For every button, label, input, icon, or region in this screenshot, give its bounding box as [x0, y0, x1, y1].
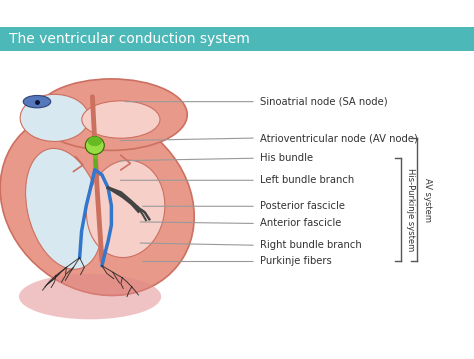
- Text: His-Purkinje system: His-Purkinje system: [406, 168, 415, 251]
- Text: Sinoatrial node (SA node): Sinoatrial node (SA node): [260, 97, 387, 107]
- Text: Purkinje fibers: Purkinje fibers: [260, 256, 331, 266]
- Text: Posterior fascicle: Posterior fascicle: [260, 201, 345, 211]
- Text: Right bundle branch: Right bundle branch: [260, 240, 362, 250]
- Text: AV system: AV system: [423, 178, 432, 222]
- Ellipse shape: [20, 94, 89, 141]
- Text: Atrioventricular node (AV node): Atrioventricular node (AV node): [260, 133, 418, 143]
- Ellipse shape: [23, 95, 51, 108]
- Text: Anterior fascicle: Anterior fascicle: [260, 219, 341, 228]
- Ellipse shape: [36, 79, 187, 150]
- Ellipse shape: [85, 136, 104, 154]
- Ellipse shape: [82, 101, 160, 138]
- Ellipse shape: [88, 136, 102, 146]
- Text: His bundle: His bundle: [260, 153, 313, 163]
- Ellipse shape: [86, 160, 165, 257]
- Ellipse shape: [0, 109, 194, 295]
- Ellipse shape: [26, 148, 102, 269]
- Text: The ventricular conduction system: The ventricular conduction system: [9, 32, 249, 46]
- FancyBboxPatch shape: [0, 27, 474, 51]
- Ellipse shape: [19, 274, 161, 320]
- Text: Left bundle branch: Left bundle branch: [260, 175, 354, 185]
